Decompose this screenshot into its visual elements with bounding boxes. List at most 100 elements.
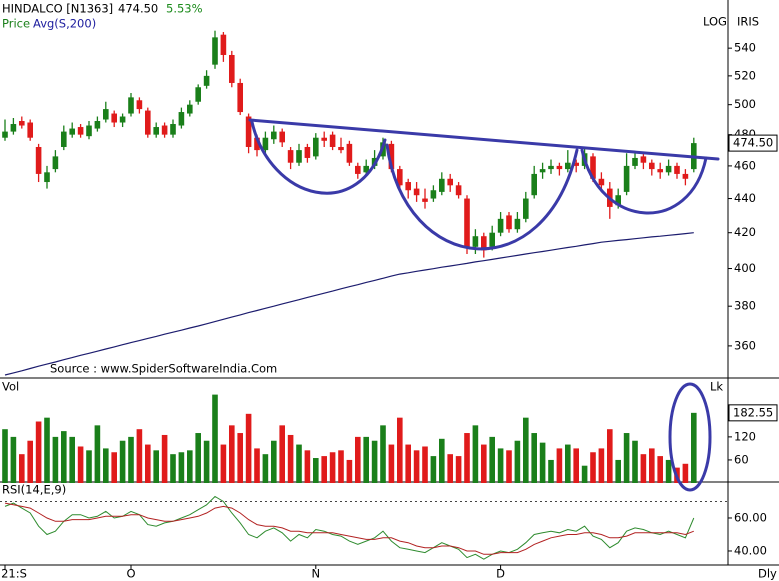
candle-body xyxy=(69,128,75,135)
x-tick-label: O xyxy=(126,567,135,581)
y-tick-label: 440 xyxy=(734,191,756,205)
candle-body xyxy=(321,137,327,141)
volume-bar xyxy=(52,436,59,483)
rsi-line xyxy=(4,495,695,560)
candle-body xyxy=(27,122,33,138)
volume-bar xyxy=(119,440,126,483)
volume-marker-label: 182.55 xyxy=(733,405,773,419)
volume-bar xyxy=(329,452,336,483)
candle-body xyxy=(304,146,311,158)
volume-bar xyxy=(623,433,630,483)
candle-body xyxy=(262,137,269,151)
candle-body xyxy=(119,116,126,123)
volume-bar xyxy=(497,448,504,483)
last-price: 474.50 xyxy=(118,2,158,16)
candle-body xyxy=(422,198,428,202)
trendline xyxy=(248,118,720,161)
y-tick-label: 500 xyxy=(734,97,756,111)
candle-body xyxy=(539,169,546,173)
volume-bar xyxy=(514,440,521,483)
volume-bar xyxy=(413,450,420,483)
candle-body xyxy=(212,37,218,65)
candle-body xyxy=(153,127,159,135)
volume-bar xyxy=(598,448,605,483)
volume-bar xyxy=(665,459,672,483)
candle-body xyxy=(556,165,563,170)
volume-bar xyxy=(136,429,143,483)
volume-bar xyxy=(649,448,655,483)
candle-body xyxy=(413,188,420,196)
candle-body xyxy=(44,172,50,183)
y-tick-label: 520 xyxy=(734,68,756,82)
volume-bar xyxy=(397,417,403,483)
candle-body xyxy=(531,173,537,196)
candle-body xyxy=(111,113,117,123)
volume-bar xyxy=(338,450,344,483)
volume-bar xyxy=(523,417,529,483)
candle-body xyxy=(346,143,353,163)
y-tick-label: 540 xyxy=(734,41,756,55)
candle-body xyxy=(19,121,25,126)
volume-bar xyxy=(481,444,487,483)
volume-bar xyxy=(69,436,75,483)
volume-bar xyxy=(313,458,319,483)
volume-bar xyxy=(506,450,512,483)
candle-body xyxy=(615,195,621,206)
volume-title: Vol xyxy=(2,380,19,394)
price-marker-label: 474.50 xyxy=(733,136,773,150)
legend-avg: Avg(S,200) xyxy=(33,17,96,31)
volume-bar xyxy=(170,454,176,483)
candle-body xyxy=(623,165,630,192)
candle-body xyxy=(195,87,201,102)
arc xyxy=(250,120,387,195)
candle-body xyxy=(565,162,571,170)
rsi-line xyxy=(4,502,694,555)
volume-bar xyxy=(581,465,588,483)
volume-bar xyxy=(472,425,479,483)
volume-bar xyxy=(682,463,689,483)
arc xyxy=(580,148,708,215)
volume-bar xyxy=(145,444,151,483)
y-tick-label: 420 xyxy=(734,225,756,239)
volume-bar xyxy=(464,433,470,483)
candle-body xyxy=(640,156,647,163)
volume-bar xyxy=(304,450,311,483)
volume-bar xyxy=(363,436,369,483)
volume-bar xyxy=(531,433,537,483)
candle-body xyxy=(279,131,285,143)
candle-body xyxy=(338,146,344,151)
volume-bar xyxy=(153,450,159,483)
candle-body xyxy=(254,137,260,151)
candle-body xyxy=(514,218,521,230)
volume-bar xyxy=(422,446,428,483)
candle-body xyxy=(363,165,369,173)
candle-body xyxy=(203,75,210,86)
x-tick-label: D xyxy=(496,567,505,581)
volume-bar xyxy=(245,413,252,483)
candle-body xyxy=(632,157,638,166)
candle-body xyxy=(506,215,512,230)
candle-body xyxy=(287,150,294,163)
volume-bar xyxy=(346,459,353,483)
candle-body xyxy=(405,182,411,191)
volume-bar xyxy=(296,444,302,483)
volume-bar xyxy=(405,444,411,483)
moving-average xyxy=(4,232,694,376)
candle-body xyxy=(430,190,437,199)
volume-bar xyxy=(195,433,201,483)
volume-bar xyxy=(237,433,243,483)
volume-bar xyxy=(548,459,554,483)
volume-bar xyxy=(371,440,378,483)
y-tick-label: 120 xyxy=(734,429,756,443)
volume-bar xyxy=(271,440,277,483)
volume-bar xyxy=(203,440,210,483)
volume-marker-box xyxy=(728,404,778,422)
y-tick-label: 360 xyxy=(734,338,756,352)
candle-body xyxy=(237,82,243,113)
candle-body xyxy=(447,178,453,186)
candle-body xyxy=(128,97,134,114)
candle-body xyxy=(573,162,579,166)
x-tick-label: 21:S xyxy=(1,567,27,581)
candle-body xyxy=(271,131,277,140)
